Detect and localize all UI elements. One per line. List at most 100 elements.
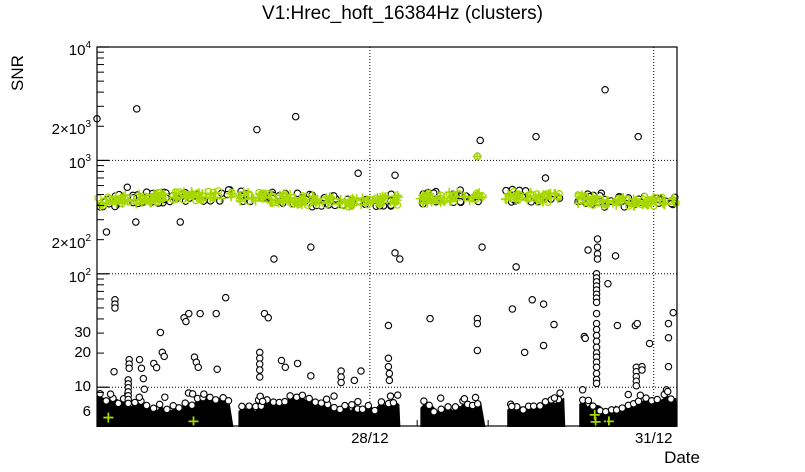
trigger-marker <box>384 354 393 363</box>
trigger-marker <box>102 228 111 236</box>
cluster-marker <box>660 200 670 210</box>
cluster-marker <box>429 195 439 205</box>
trigger-marker <box>437 405 445 414</box>
trigger-marker <box>188 401 196 409</box>
trigger-marker <box>532 132 540 141</box>
cluster-marker <box>667 194 677 204</box>
trigger-marker <box>476 136 484 145</box>
trigger-marker <box>152 363 161 372</box>
trigger-marker <box>336 405 344 414</box>
y-tick-label: 30 <box>74 324 91 342</box>
trigger-marker <box>354 397 362 406</box>
cluster-marker <box>179 187 189 197</box>
cluster-marker <box>155 191 165 201</box>
cluster-marker <box>589 197 599 207</box>
trigger-marker <box>245 402 253 410</box>
cluster-marker <box>209 192 219 202</box>
trigger-marker <box>181 399 189 407</box>
cluster-marker <box>550 188 560 198</box>
trigger-marker <box>212 396 220 404</box>
trigger-marker <box>520 348 529 357</box>
trigger-marker <box>473 400 482 408</box>
trigger-marker <box>185 309 193 318</box>
cluster-marker <box>340 195 350 205</box>
trigger-marker <box>507 402 516 411</box>
cluster-marker <box>446 197 456 207</box>
trigger-marker <box>436 394 445 402</box>
trigger-marker <box>139 374 148 383</box>
trigger-marker <box>238 402 246 411</box>
trigger-marker <box>664 334 673 342</box>
trigger-marker <box>584 246 592 254</box>
trigger-marker <box>291 112 300 121</box>
cluster-marker <box>538 190 548 200</box>
trigger-marker <box>111 304 119 312</box>
trigger-marker <box>664 319 673 328</box>
cluster-marker <box>617 195 627 205</box>
cluster-marker <box>101 199 111 209</box>
trigger-marker <box>221 293 230 302</box>
trigger-marker <box>444 403 452 411</box>
trigger-marker <box>460 394 469 403</box>
trigger-marker <box>270 255 278 263</box>
trigger-marker <box>348 401 356 409</box>
trigger-marker <box>188 390 197 398</box>
trigger-marker <box>354 169 362 178</box>
trigger-marker <box>653 395 661 404</box>
cluster-marker <box>240 194 250 204</box>
cluster-marker <box>123 196 133 206</box>
cluster-marker <box>589 409 600 420</box>
cluster-marker <box>651 197 661 207</box>
trigger-marker <box>592 325 601 334</box>
cluster-marker <box>385 197 395 207</box>
cluster-marker <box>308 191 318 201</box>
cluster-marker <box>509 191 519 201</box>
trigger-marker <box>451 403 460 411</box>
trigger-marker <box>581 334 589 343</box>
cluster-marker <box>467 193 477 203</box>
trigger-marker <box>350 376 359 385</box>
cluster-marker <box>172 194 182 204</box>
trigger-marker <box>364 401 373 410</box>
cluster-marker <box>267 189 277 199</box>
trigger-marker <box>135 393 144 402</box>
cluster-marker <box>149 189 159 199</box>
cluster-marker <box>531 192 541 202</box>
trigger-marker <box>135 355 144 364</box>
trigger-marker <box>592 309 601 318</box>
cluster-marker <box>188 191 198 201</box>
cluster-marker <box>608 198 618 208</box>
cluster-marker <box>210 188 220 198</box>
trigger-marker <box>528 296 536 304</box>
cluster-marker <box>333 199 343 209</box>
x-tick-label: 28/12 <box>351 430 389 447</box>
cluster-marker <box>188 416 199 427</box>
y-tick-label: 2×103 <box>51 119 91 139</box>
trigger-mass <box>507 397 566 427</box>
trigger-marker <box>307 243 315 251</box>
cluster-marker <box>380 192 390 202</box>
trigger-marker <box>664 362 673 371</box>
cluster-marker <box>243 188 253 198</box>
trigger-marker <box>384 321 393 330</box>
trigger-marker <box>149 404 158 413</box>
trigger-marker <box>298 391 307 400</box>
trigger-marker <box>624 390 633 399</box>
cluster-marker <box>472 151 482 161</box>
trigger-marker <box>634 397 643 405</box>
trigger-marker <box>255 373 264 381</box>
x-axis-title: Date <box>664 448 700 467</box>
cluster-marker <box>249 194 259 204</box>
y-tick-label: 2×102 <box>51 232 91 252</box>
trigger-marker <box>155 400 164 409</box>
cluster-marker <box>227 189 237 199</box>
cluster-marker <box>590 416 601 427</box>
cluster-marker <box>297 200 307 210</box>
y-tick-label: 103 <box>68 153 91 173</box>
cluster-marker <box>474 188 484 198</box>
trigger-marker <box>311 398 320 406</box>
trigger-marker <box>633 319 642 328</box>
trigger-marker <box>578 386 587 394</box>
